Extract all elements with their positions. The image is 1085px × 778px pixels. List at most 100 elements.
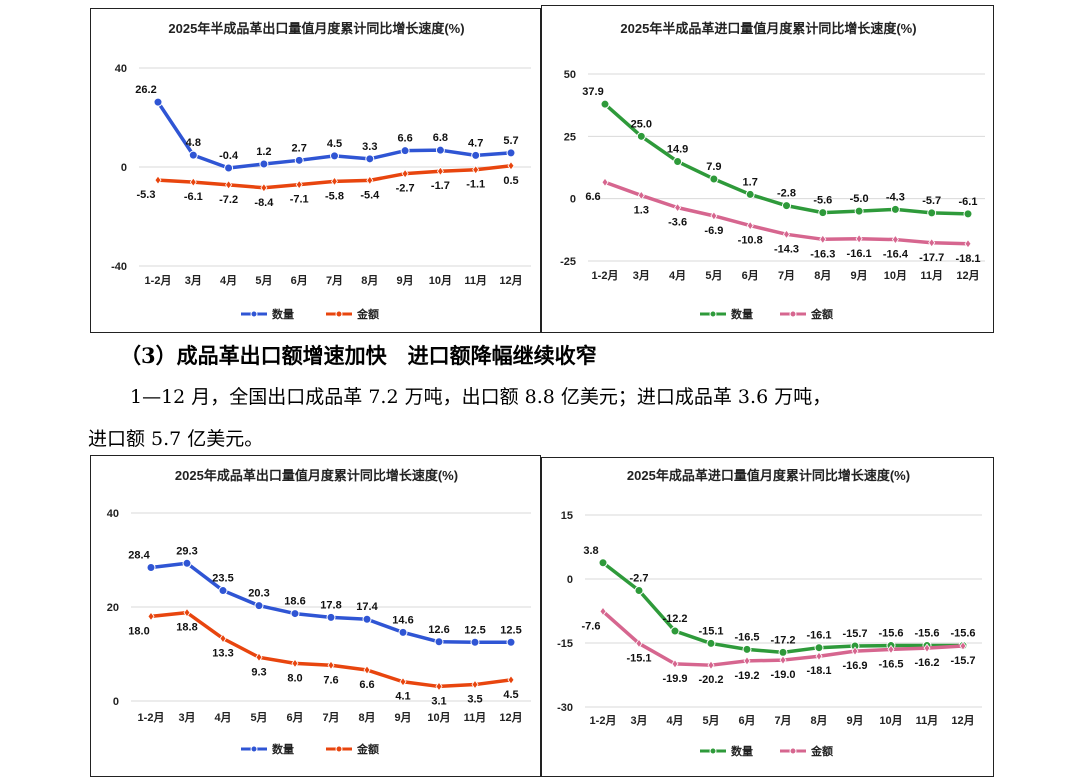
data-point [254,601,264,611]
data-label: -19.2 [734,670,759,682]
data-label: -1.7 [431,180,450,192]
data-point [471,679,479,690]
x-tick-label: 6月 [738,714,755,727]
x-tick-label: 10月 [879,714,902,727]
data-point [634,586,644,596]
x-tick-label: 7月 [322,711,339,724]
data-point [743,656,751,666]
data-point [673,157,683,167]
data-point [779,655,787,665]
data-point [295,179,303,190]
data-label: -15.1 [626,652,651,664]
data-label: -16.2 [914,657,939,669]
data-label: 6.6 [359,679,374,691]
data-label: -15.7 [950,655,975,667]
data-point [189,177,197,187]
x-tick-label: 6月 [742,269,759,282]
data-point [815,651,823,661]
data-point [745,189,755,199]
chart-finished-leather-export: 2025年成品革出口量值月度累计同比增长速度(%) 40 20 0 1-2月 3月 4月 5月… [90,455,541,777]
x-tick-label: 4月 [220,274,237,287]
legend-label: 数量 [731,744,753,758]
data-point [472,165,480,175]
x-tick-label: 5月 [705,269,722,282]
data-label: -12.2 [662,613,687,625]
chart-svg: 2025年成品革出口量值月度累计同比增长速度(%) 40 20 0 1-2月 3月 4月 5月… [107,468,531,756]
data-point [778,647,788,657]
data-point [290,609,300,619]
data-point [783,229,790,239]
data-label: 1.2 [256,146,271,158]
x-tick-label: 5月 [702,714,719,727]
data-label: 26.2 [135,84,156,96]
x-tick-label: 1-2月 [145,274,172,287]
data-label: 6.8 [433,132,448,144]
data-label: -0.4 [219,150,239,162]
data-label: -6.1 [184,191,203,203]
data-label: -15.7 [842,628,867,640]
legend-label: 金额 [810,307,833,321]
data-label: -17.2 [770,634,795,646]
data-point [363,665,371,675]
data-label: -5.3 [137,189,156,201]
y-tick-label: 15 [561,510,573,522]
legend-label: 数量 [272,742,294,756]
x-tick-label: 1-2月 [138,711,165,724]
x-tick-label: 8月 [361,274,378,287]
chart-semi-leather-export: 2025年半成品革出口量值月度累计同比增长速度(%) 40 0 -40 1-2月 3月 4月… [90,8,541,333]
data-label: 3.3 [362,141,377,153]
x-tick-label: 12月 [956,269,979,282]
x-tick-label: 7月 [774,714,791,727]
legend-marker [709,310,717,318]
data-point [964,239,972,249]
chart-title: 2025年半成品革出口量值月度累计同比增长速度(%) [168,21,464,36]
x-tick-label: 5月 [250,711,267,724]
y-tick-label: -15 [557,638,573,650]
data-label: 28.4 [128,550,150,562]
x-tick-label: 3月 [630,714,647,727]
data-label: -3.6 [668,217,687,229]
data-point [851,646,859,656]
data-point [818,208,828,218]
x-tick-label: 1-2月 [590,714,617,727]
data-point [891,234,899,245]
data-point [146,563,156,573]
data-label: -7.2 [219,194,238,206]
data-label: -16.9 [842,660,867,672]
x-tick-label: 4月 [214,711,231,724]
data-label: -16.3 [810,248,835,260]
paragraph-line-2: 进口额 5.7 亿美元。 [88,428,264,450]
y-tick-label: 50 [564,69,576,81]
data-label: -5.8 [325,190,344,202]
data-point [435,681,443,692]
data-point [183,607,191,618]
data-point [401,169,409,179]
data-label: 4.5 [503,689,518,701]
data-point [670,626,680,636]
x-tick-label: 8月 [358,711,375,724]
data-label: 12.5 [500,624,521,636]
data-label: 4.8 [186,137,201,149]
y-tick-label: -40 [111,261,127,273]
data-label: -5.6 [813,195,832,207]
x-tick-label: 9月 [397,274,414,287]
x-tick-label: 9月 [846,714,863,727]
data-point [147,611,155,622]
data-point [746,220,754,231]
data-point [814,643,824,653]
legend-marker [709,747,717,755]
data-label: 4.1 [395,691,410,703]
data-point [506,148,516,158]
data-label: -14.3 [774,243,799,255]
data-point [709,174,719,184]
data-label: -7.6 [582,620,601,632]
legend-marker [335,310,343,318]
chart-svg: 2025年半成品革出口量值月度累计同比增长速度(%) 40 0 -40 1-2月 3月 4月… [111,21,531,321]
data-point [260,183,268,193]
data-point [435,145,445,155]
data-label: 17.8 [320,599,341,611]
x-tick-label: 6月 [286,711,303,724]
data-point [225,180,233,190]
data-label: 4.5 [327,138,342,150]
data-point [923,643,931,653]
